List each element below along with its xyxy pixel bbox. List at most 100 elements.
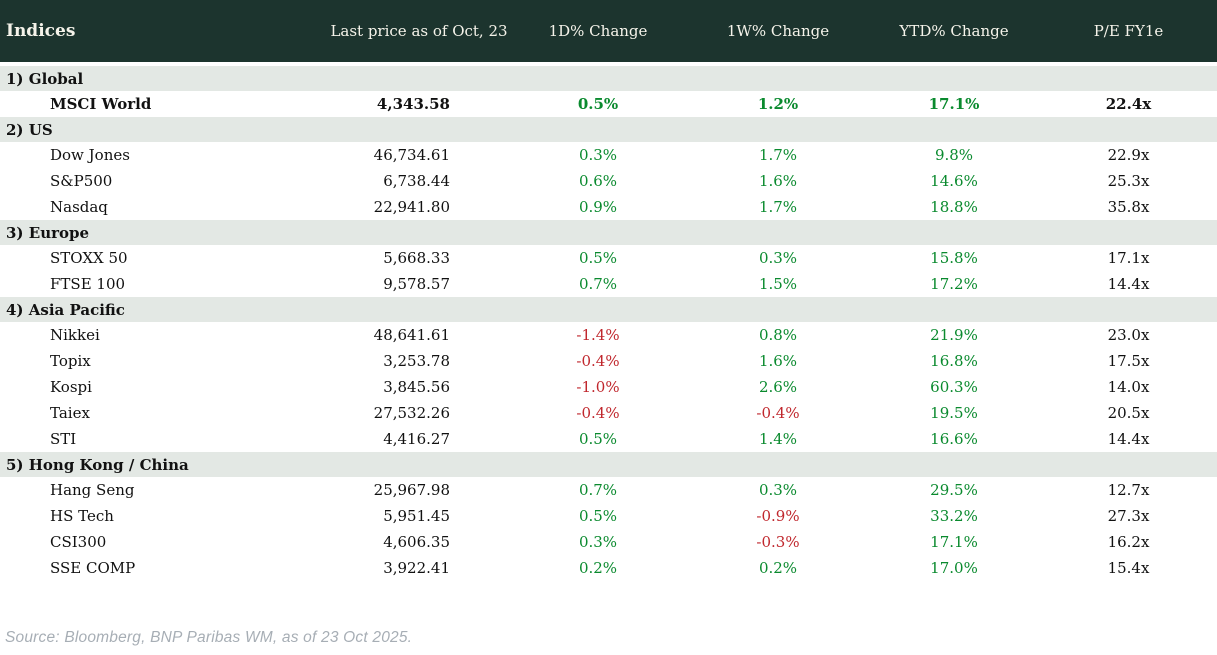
pe-fy1e: 17.1x [1040, 245, 1217, 271]
section-label: 4) Asia Pacific [0, 297, 1217, 322]
section-label: 2) US [0, 117, 1217, 142]
pe-fy1e: 22.9x [1040, 142, 1217, 168]
pe-fy1e: 22.4x [1040, 91, 1217, 117]
ytd-change: 21.9% [868, 322, 1040, 348]
pe-fy1e: 16.2x [1040, 529, 1217, 555]
column-header-indices: Indices [0, 0, 330, 66]
pe-fy1e: 12.7x [1040, 477, 1217, 503]
1w-change: 0.8% [688, 322, 868, 348]
pe-fy1e: 20.5x [1040, 400, 1217, 426]
table-row: CSI300 4,606.35 0.3% -0.3% 17.1% 16.2x [0, 529, 1217, 555]
1w-change: 2.6% [688, 374, 868, 400]
index-name: SSE COMP [0, 555, 330, 581]
index-name: CSI300 [0, 529, 330, 555]
1w-change: 1.7% [688, 142, 868, 168]
table-row: Nikkei 48,641.61 -1.4% 0.8% 21.9% 23.0x [0, 322, 1217, 348]
ytd-change: 60.3% [868, 374, 1040, 400]
1d-change: 0.5% [508, 91, 688, 117]
table-row: MSCI World 4,343.58 0.5% 1.2% 17.1% 22.4x [0, 91, 1217, 117]
index-name: FTSE 100 [0, 271, 330, 297]
index-name: S&P500 [0, 168, 330, 194]
ytd-change: 15.8% [868, 245, 1040, 271]
pe-fy1e: 35.8x [1040, 194, 1217, 220]
index-name: Nasdaq [0, 194, 330, 220]
1w-change: -0.4% [688, 400, 868, 426]
column-header-1w-change: 1W% Change [688, 0, 868, 66]
1w-change: 0.3% [688, 477, 868, 503]
1d-change: 0.9% [508, 194, 688, 220]
last-price: 3,253.78 [330, 348, 508, 374]
source-note: Source: Bloomberg, BNP Paribas WM, as of… [5, 629, 413, 646]
last-price: 48,641.61 [330, 322, 508, 348]
1w-change: -0.9% [688, 503, 868, 529]
pe-fy1e: 14.4x [1040, 271, 1217, 297]
table-row: SSE COMP 3,922.41 0.2% 0.2% 17.0% 15.4x [0, 555, 1217, 581]
section-label: 3) Europe [0, 220, 1217, 245]
1d-change: 0.7% [508, 477, 688, 503]
last-price: 5,951.45 [330, 503, 508, 529]
1d-change: 0.3% [508, 142, 688, 168]
index-name: MSCI World [0, 91, 330, 117]
last-price: 6,738.44 [330, 168, 508, 194]
1d-change: -1.4% [508, 322, 688, 348]
ytd-change: 14.6% [868, 168, 1040, 194]
1d-change: 0.5% [508, 426, 688, 452]
ytd-change: 17.1% [868, 529, 1040, 555]
last-price: 9,578.57 [330, 271, 508, 297]
table-body: 1) Global MSCI World 4,343.58 0.5% 1.2% 17.1%… [0, 64, 1217, 581]
table-row: STI 4,416.27 0.5% 1.4% 16.6% 14.4x [0, 426, 1217, 452]
table-row: Nasdaq 22,941.80 0.9% 1.7% 18.8% 35.8x [0, 194, 1217, 220]
1w-change: 1.2% [688, 91, 868, 117]
1w-change: 0.2% [688, 555, 868, 581]
pe-fy1e: 25.3x [1040, 168, 1217, 194]
pe-fy1e: 27.3x [1040, 503, 1217, 529]
ytd-change: 16.6% [868, 426, 1040, 452]
1d-change: -0.4% [508, 348, 688, 374]
ytd-change: 33.2% [868, 503, 1040, 529]
index-name: STI [0, 426, 330, 452]
pe-fy1e: 14.4x [1040, 426, 1217, 452]
1d-change: -0.4% [508, 400, 688, 426]
table-row: Taiex 27,532.26 -0.4% -0.4% 19.5% 20.5x [0, 400, 1217, 426]
ytd-change: 19.5% [868, 400, 1040, 426]
section-label: 5) Hong Kong / China [0, 452, 1217, 477]
1w-change: 1.6% [688, 348, 868, 374]
section-row: 1) Global [0, 64, 1217, 91]
1d-change: 0.5% [508, 245, 688, 271]
pe-fy1e: 15.4x [1040, 555, 1217, 581]
pe-fy1e: 17.5x [1040, 348, 1217, 374]
section-label: 1) Global [0, 64, 1217, 91]
index-name: Hang Seng [0, 477, 330, 503]
1d-change: 0.7% [508, 271, 688, 297]
last-price: 46,734.61 [330, 142, 508, 168]
ytd-change: 17.1% [868, 91, 1040, 117]
section-row: 5) Hong Kong / China [0, 452, 1217, 477]
1w-change: 0.3% [688, 245, 868, 271]
table-row: Hang Seng 25,967.98 0.7% 0.3% 29.5% 12.7x [0, 477, 1217, 503]
pe-fy1e: 14.0x [1040, 374, 1217, 400]
table-row: Kospi 3,845.56 -1.0% 2.6% 60.3% 14.0x [0, 374, 1217, 400]
index-name: Dow Jones [0, 142, 330, 168]
last-price: 3,845.56 [330, 374, 508, 400]
1d-change: 0.2% [508, 555, 688, 581]
table-row: STOXX 50 5,668.33 0.5% 0.3% 15.8% 17.1x [0, 245, 1217, 271]
index-name: STOXX 50 [0, 245, 330, 271]
column-header-last-price: Last price as of Oct, 23 [330, 0, 508, 66]
pe-fy1e: 23.0x [1040, 322, 1217, 348]
1d-change: 0.5% [508, 503, 688, 529]
column-header-1d-change: 1D% Change [508, 0, 688, 66]
1w-change: 1.7% [688, 194, 868, 220]
table-row: FTSE 100 9,578.57 0.7% 1.5% 17.2% 14.4x [0, 271, 1217, 297]
table-row: Dow Jones 46,734.61 0.3% 1.7% 9.8% 22.9x [0, 142, 1217, 168]
section-row: 3) Europe [0, 220, 1217, 245]
index-name: Topix [0, 348, 330, 374]
last-price: 4,606.35 [330, 529, 508, 555]
1w-change: 1.4% [688, 426, 868, 452]
column-header-ytd-change: YTD% Change [868, 0, 1040, 66]
1d-change: 0.3% [508, 529, 688, 555]
index-name: Nikkei [0, 322, 330, 348]
last-price: 5,668.33 [330, 245, 508, 271]
section-row: 4) Asia Pacific [0, 297, 1217, 322]
ytd-change: 17.0% [868, 555, 1040, 581]
